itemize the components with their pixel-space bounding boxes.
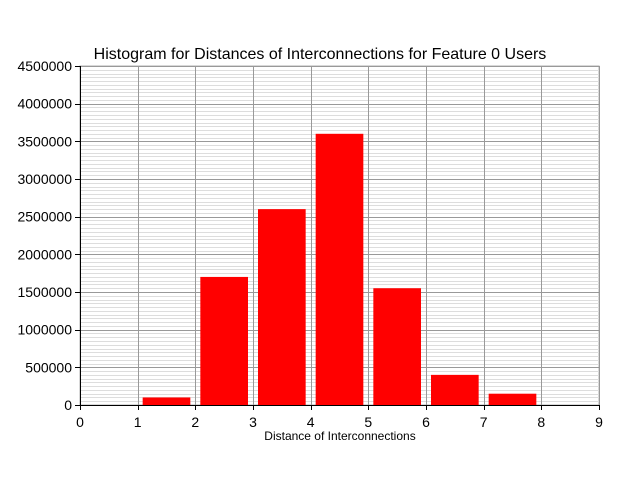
x-tick-label: 8 (537, 414, 545, 430)
y-tick-label: 1500000 (17, 284, 72, 300)
y-tick-label: 4000000 (17, 96, 72, 112)
y-tick-label: 4500000 (17, 58, 72, 74)
x-tick-label: 6 (422, 414, 430, 430)
histogram-bar (142, 397, 191, 405)
x-tick-label: 2 (191, 414, 199, 430)
y-tick-label: 0 (64, 397, 72, 413)
x-tick-label: 4 (307, 414, 315, 430)
bars (142, 133, 537, 406)
y-tick-label: 3500000 (17, 133, 72, 149)
y-tick-label: 2500000 (17, 209, 72, 225)
histogram-bar (431, 374, 479, 405)
chart-title: Histogram for Distances of Interconnecti… (94, 46, 547, 63)
x-tick-label: 7 (480, 414, 488, 430)
x-tick-label: 9 (595, 414, 603, 430)
histogram-bar (200, 276, 248, 405)
histogram-bar (488, 393, 537, 405)
x-tick-label: 0 (76, 414, 84, 430)
histogram-bar (373, 288, 421, 405)
y-tick-label: 500000 (25, 359, 72, 375)
histogram-bar (258, 209, 306, 405)
x-tick-label: 3 (249, 414, 257, 430)
x-tick-label: 5 (364, 414, 372, 430)
y-tick-label: 2000000 (17, 246, 72, 262)
x-tick-label: 1 (134, 414, 142, 430)
axes: 0 500000 1000000 1500000 2000000 2500000 30000… (17, 58, 603, 430)
histogram-bar (315, 133, 364, 406)
x-axis-label: Distance of Interconnections (264, 429, 415, 443)
y-tick-label: 1000000 (17, 322, 72, 338)
y-tick-label: 3000000 (17, 171, 72, 187)
